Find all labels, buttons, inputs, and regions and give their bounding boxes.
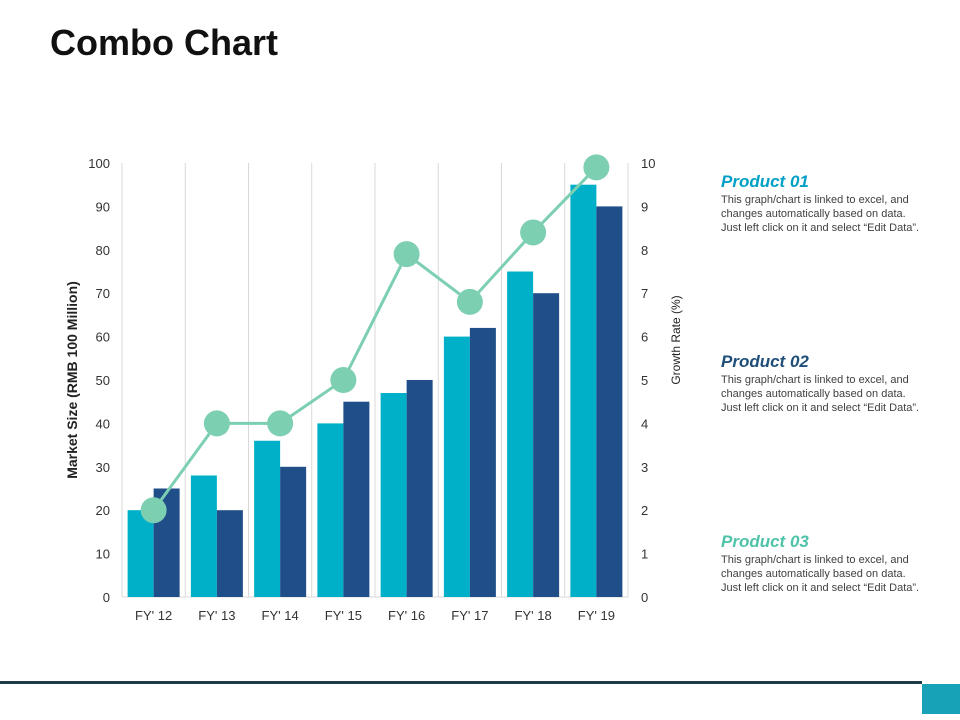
y-tick-label: 60	[96, 330, 110, 345]
growth-point	[583, 154, 610, 181]
y2-tick-label: 4	[641, 416, 648, 431]
chart-axes: 0 10 20 30 40 50 60 70 80 90 100 0 1 2 3 4 5 6 7 8 9 10 FY' 12…	[64, 156, 683, 623]
y-tick-label: 40	[96, 416, 110, 431]
bar-series-b	[533, 293, 560, 597]
x-tick-label: FY' 17	[451, 608, 488, 623]
footer-divider	[0, 681, 922, 684]
bar-series-b	[216, 510, 243, 597]
y-tick-label: 0	[103, 590, 110, 605]
chart-bars	[127, 184, 623, 597]
y2-axis-title: Growth Rate (%)	[669, 295, 683, 384]
bar-series-a	[507, 271, 534, 597]
y-axis-title: Market Size (RMB 100 Million)	[64, 281, 80, 479]
legend-product-03-desc: This graph/chart is linked to excel, and…	[721, 554, 920, 594]
y2-tick-label: 5	[641, 373, 648, 388]
y2-tick-label: 10	[641, 156, 655, 171]
bar-series-a	[570, 184, 597, 597]
bar-series-b	[406, 380, 433, 597]
y-tick-label: 30	[96, 460, 110, 475]
x-tick-label: FY' 18	[515, 608, 552, 623]
x-tick-label: FY' 19	[578, 608, 615, 623]
y-tick-label: 90	[96, 199, 110, 214]
legend-product-01-desc: This graph/chart is linked to excel, and…	[721, 194, 920, 234]
legend-product-02-desc: This graph/chart is linked to excel, and…	[721, 374, 920, 414]
x-tick-label: FY' 15	[325, 608, 362, 623]
y-tick-label: 50	[96, 373, 110, 388]
y-tick-label: 10	[96, 547, 110, 562]
growth-point	[393, 241, 420, 268]
bar-series-a	[190, 475, 217, 597]
legend-product-02: Product 02 This graph/chart is linked to…	[721, 352, 921, 415]
bar-series-b	[596, 206, 623, 597]
legend-product-01: Product 01 This graph/chart is linked to…	[721, 172, 921, 235]
y2-tick-label: 3	[641, 460, 648, 475]
y-tick-label: 80	[96, 243, 110, 258]
legend-product-03: Product 03 This graph/chart is linked to…	[721, 532, 921, 595]
x-tick-label: FY' 13	[198, 608, 235, 623]
growth-line	[140, 154, 610, 524]
legend-product-02-name: Product 02	[721, 352, 809, 371]
combo-chart: 0 10 20 30 40 50 60 70 80 90 100 0 1 2 3 4 5 6 7 8 9 10 FY' 12…	[64, 154, 683, 623]
y2-tick-label: 1	[641, 547, 648, 562]
y-tick-label: 100	[88, 156, 110, 171]
bar-series-b	[343, 401, 370, 597]
growth-point	[140, 497, 167, 524]
y-tick-label: 70	[96, 286, 110, 301]
x-tick-label: FY' 12	[135, 608, 172, 623]
y2-tick-label: 2	[641, 503, 648, 518]
y2-tick-label: 6	[641, 330, 648, 345]
y2-tick-label: 8	[641, 243, 648, 258]
x-tick-label: FY' 14	[262, 608, 299, 623]
bar-series-a	[127, 510, 154, 597]
growth-point	[330, 367, 357, 393]
bar-series-b	[280, 466, 307, 597]
bar-series-b	[469, 327, 496, 597]
y2-tick-label: 7	[641, 286, 648, 301]
legend-product-03-name: Product 03	[721, 532, 809, 551]
x-tick-label: FY' 16	[388, 608, 425, 623]
y-tick-label: 20	[96, 503, 110, 518]
growth-point	[456, 288, 483, 315]
growth-point	[267, 410, 294, 437]
bar-series-a	[380, 393, 407, 597]
y2-tick-label: 0	[641, 590, 648, 605]
page-title: Combo Chart	[50, 22, 278, 63]
bar-series-a	[317, 423, 344, 597]
bar-series-a	[443, 336, 470, 597]
bar-series-a	[254, 440, 281, 597]
footer-accent-square	[922, 684, 960, 714]
legend-product-01-name: Product 01	[721, 172, 809, 191]
growth-point	[203, 410, 230, 437]
growth-point	[520, 219, 547, 246]
y2-tick-label: 9	[641, 199, 648, 214]
